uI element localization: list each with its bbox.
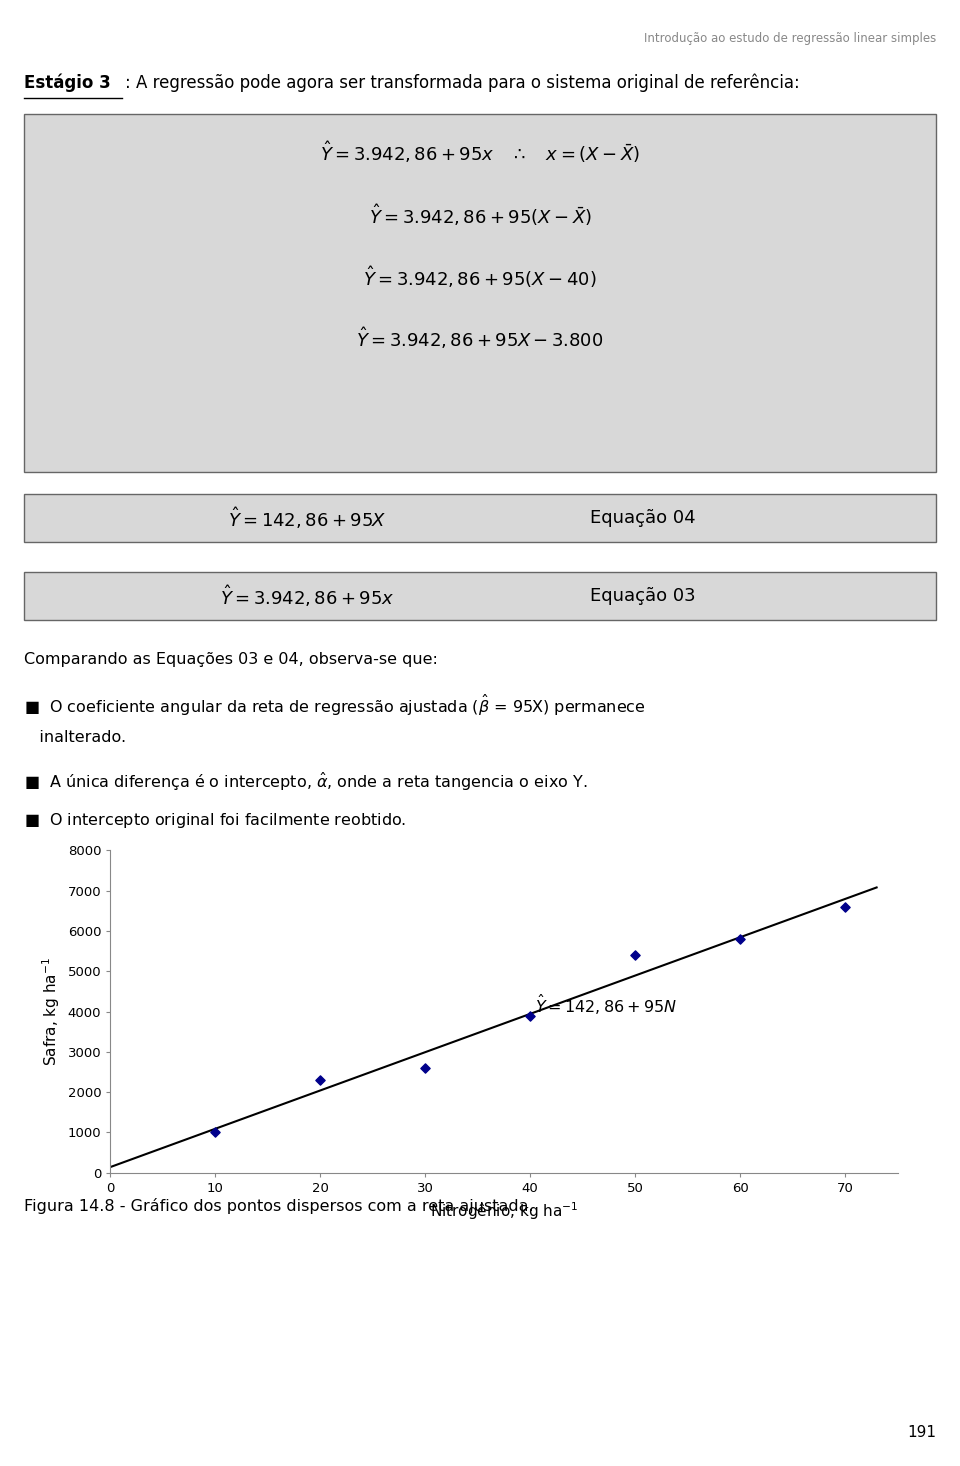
- Point: [313, 1069, 328, 1092]
- Text: Equação 03: Equação 03: [590, 586, 696, 605]
- Text: $\hat{Y} = 142,86 + 95N$: $\hat{Y} = 142,86 + 95N$: [536, 992, 678, 1017]
- FancyBboxPatch shape: [24, 494, 936, 542]
- Text: $\hat{Y} = 3.942,86 + 95(X - 40)$: $\hat{Y} = 3.942,86 + 95(X - 40)$: [363, 264, 597, 290]
- Point: [522, 1004, 538, 1028]
- FancyBboxPatch shape: [24, 114, 936, 472]
- Point: [837, 894, 852, 918]
- Text: $\blacksquare$  A única diferença é o intercepto, $\hat{\alpha}$, onde a reta ta: $\blacksquare$ A única diferença é o int…: [24, 771, 588, 793]
- FancyBboxPatch shape: [24, 572, 936, 620]
- Text: $\hat{Y} = 3.942,86 + 95X - 3.800$: $\hat{Y} = 3.942,86 + 95X - 3.800$: [356, 325, 604, 352]
- Text: : A regressão pode agora ser transformada para o sistema original de referência:: : A regressão pode agora ser transformad…: [125, 73, 800, 92]
- Point: [732, 927, 748, 950]
- Text: Introdução ao estudo de regressão linear simples: Introdução ao estudo de regressão linear…: [644, 32, 936, 45]
- Point: [207, 1120, 223, 1143]
- Text: Comparando as Equações 03 e 04, observa-se que:: Comparando as Equações 03 e 04, observa-…: [24, 652, 438, 667]
- Text: $\hat{Y} = 142,86 + 95X$: $\hat{Y} = 142,86 + 95X$: [228, 506, 387, 531]
- Text: 191: 191: [907, 1425, 936, 1440]
- Y-axis label: Safra, kg ha$^{-1}$: Safra, kg ha$^{-1}$: [40, 957, 62, 1066]
- Point: [418, 1056, 433, 1079]
- Text: $\blacksquare$  O intercepto original foi facilmente reobtido.: $\blacksquare$ O intercepto original foi…: [24, 811, 406, 830]
- Text: Figura 14.8 - Gráfico dos pontos dispersos com a reta ajustada.: Figura 14.8 - Gráfico dos pontos dispers…: [24, 1198, 534, 1214]
- Text: inalterado.: inalterado.: [24, 730, 126, 745]
- Text: $\hat{Y} = 3.942,86 + 95x \quad \therefore \quad x = \left(X - \bar{X}\right)$: $\hat{Y} = 3.942,86 + 95x \quad \therefo…: [320, 139, 640, 166]
- Point: [628, 944, 643, 968]
- X-axis label: Nitrogênio, kg ha$^{-1}$: Nitrogênio, kg ha$^{-1}$: [430, 1201, 578, 1223]
- Text: $\hat{Y} = 3.942,86 + 95(X - \bar{X})$: $\hat{Y} = 3.942,86 + 95(X - \bar{X})$: [369, 202, 591, 229]
- Text: $\blacksquare$  O coeficiente angular da reta de regressão ajustada ($\hat{\beta: $\blacksquare$ O coeficiente angular da …: [24, 693, 646, 718]
- Text: Estágio 3: Estágio 3: [24, 73, 110, 92]
- Text: $\hat{Y} = 3.942,86 + 95x$: $\hat{Y} = 3.942,86 + 95x$: [220, 583, 395, 608]
- Text: Equação 04: Equação 04: [590, 509, 696, 528]
